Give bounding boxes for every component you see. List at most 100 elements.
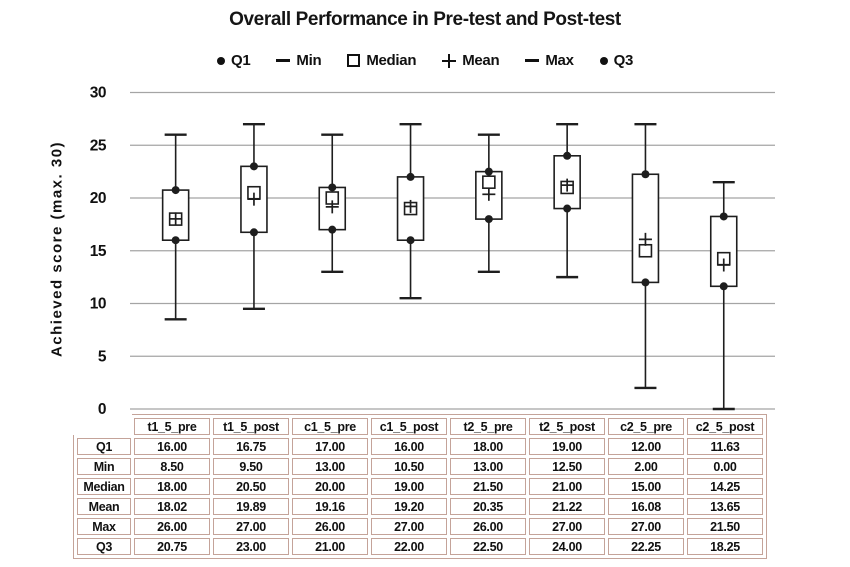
table-cell: 21.22	[529, 498, 605, 515]
legend-item-mean: Mean	[442, 52, 500, 69]
table-cell: 27.00	[213, 518, 289, 535]
table-cell: 18.02	[134, 498, 210, 515]
box-whisker-t2_5_post	[553, 122, 581, 279]
table-header-cell: c1_5_post	[371, 418, 447, 435]
median-square	[482, 175, 496, 189]
table-row-label: Median	[77, 478, 131, 495]
table-cell: 26.00	[292, 518, 368, 535]
q1-dot	[406, 236, 415, 245]
legend-label: Min	[296, 52, 322, 69]
box-whisker-t2_5_pre	[475, 133, 503, 274]
table-cell: 2.00	[608, 458, 684, 475]
q1-dot	[328, 225, 337, 234]
table-cell: 22.50	[450, 538, 526, 555]
table-cell: 0.00	[687, 458, 763, 475]
chart-legend: Q1 Min Median Mean Max Q3	[0, 52, 850, 69]
legend-label: Q3	[613, 52, 634, 69]
table-row-label: Min	[77, 458, 131, 475]
table-cell: 17.00	[292, 438, 368, 455]
box-whisker-t1_5_pre	[161, 133, 190, 321]
gridlines	[130, 91, 775, 410]
table-cell: 15.00	[608, 478, 684, 495]
table-cell: 9.50	[213, 458, 289, 475]
table-row: Max 26.00 27.00 26.00 27.00 26.00 27.00 27.00 21…	[77, 518, 763, 535]
table-header-cell: c2_5_post	[687, 418, 763, 435]
table-cell: 16.00	[134, 438, 210, 455]
table-cell: 19.00	[371, 478, 447, 495]
table-cell: 23.00	[213, 538, 289, 555]
box-whisker-c1_5_post	[396, 122, 425, 300]
table-cell: 22.00	[371, 538, 447, 555]
q1-dot	[719, 282, 728, 291]
table-cell: 19.00	[529, 438, 605, 455]
y-tick-label: 20	[90, 190, 106, 207]
table-cell: 18.00	[134, 478, 210, 495]
q3-dot	[719, 212, 728, 221]
table-cell: 27.00	[371, 518, 447, 535]
y-tick-label: 30	[90, 85, 106, 102]
table-row: Q3 20.75 23.00 21.00 22.00 22.50 24.00 22.25 18.…	[77, 538, 763, 555]
dot-marker-icon	[216, 56, 225, 65]
box-whisker-c1_5_pre	[318, 133, 347, 274]
q3-dot	[641, 170, 650, 179]
y-tick-label: 15	[90, 243, 107, 260]
table-cell: 21.50	[687, 518, 763, 535]
table-cell: 14.25	[687, 478, 763, 495]
table-row: Q1 16.00 16.75 17.00 16.00 18.00 19.00 12.00 11.…	[77, 438, 763, 455]
table-cell: 18.25	[687, 538, 763, 555]
table-cell: 19.89	[213, 498, 289, 515]
q3-dot	[171, 186, 180, 195]
legend-item-q3: Q3	[599, 52, 634, 69]
table-cell: 20.35	[450, 498, 526, 515]
table-cell: 16.75	[213, 438, 289, 455]
table-cell: 21.50	[450, 478, 526, 495]
table-header-cell: t1_5_pre	[134, 418, 210, 435]
table-header-cell: t2_5_post	[529, 418, 605, 435]
q1-dot	[563, 204, 572, 213]
table-cell: 20.75	[134, 538, 210, 555]
table-row-label: Q3	[77, 538, 131, 555]
table-cell: 26.00	[450, 518, 526, 535]
legend-label: Max	[545, 52, 574, 69]
y-tick-labels: 30 25 20 15 10 5 0	[90, 85, 108, 419]
table-cell: 24.00	[529, 538, 605, 555]
legend-item-max: Max	[525, 52, 574, 69]
legend-item-q1: Q1	[216, 52, 251, 69]
table-cell: 19.16	[292, 498, 368, 515]
y-tick-label: 25	[90, 137, 107, 154]
table-cell: 21.00	[529, 478, 605, 495]
table-cell: 8.50	[134, 458, 210, 475]
table-header-cell: c1_5_pre	[292, 418, 368, 435]
table-row: Mean 18.02 19.89 19.16 19.20 20.35 21.22 16.08 1…	[77, 498, 763, 515]
median-square	[638, 243, 653, 258]
table-cell: 16.00	[371, 438, 447, 455]
q1-dot	[249, 228, 258, 237]
q1-dot	[641, 278, 650, 287]
table-cell: 21.00	[292, 538, 368, 555]
data-table-container: t1_5_pre t1_5_post c1_5_pre c1_5_post t2_5_p…	[73, 414, 767, 559]
box-whisker-c2_5_post	[709, 180, 738, 411]
dash-marker-icon	[525, 59, 540, 62]
table-cell: 20.50	[213, 478, 289, 495]
box-whisker-t1_5_post	[240, 122, 268, 310]
q3-dot	[249, 162, 258, 171]
legend-label: Median	[366, 52, 417, 69]
y-tick-label: 0	[98, 401, 106, 418]
q1-dot	[171, 236, 180, 245]
table-cell: 20.00	[292, 478, 368, 495]
iqr-box	[709, 215, 738, 288]
q3-dot	[406, 172, 415, 181]
table-row-label: Max	[77, 518, 131, 535]
table-cell: 27.00	[608, 518, 684, 535]
table-cell: 10.50	[371, 458, 447, 475]
iqr-box	[631, 173, 660, 284]
table-header-cell: c2_5_pre	[608, 418, 684, 435]
table-header-cell: t2_5_pre	[450, 418, 526, 435]
legend-item-median: Median	[347, 52, 416, 69]
table-cell: 13.65	[687, 498, 763, 515]
table-cell: 22.25	[608, 538, 684, 555]
legend-label: Mean	[462, 52, 500, 69]
table-corner-notch	[73, 414, 132, 435]
dot-marker-icon	[599, 56, 608, 65]
